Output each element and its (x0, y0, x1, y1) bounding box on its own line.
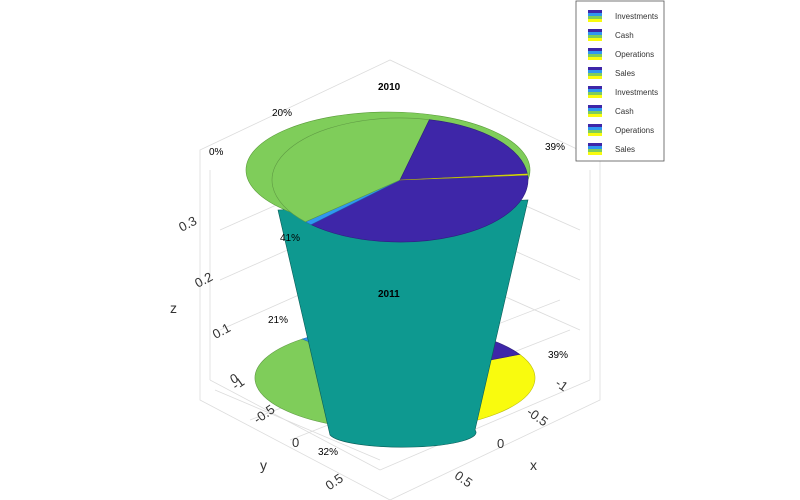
pie-slice-investments (399, 119, 528, 181)
legend-swatch (588, 54, 602, 57)
legend-swatch (588, 13, 602, 16)
legend-swatch (588, 130, 602, 133)
legend-label: Cash (615, 107, 634, 116)
cylinder-wall (277, 199, 529, 448)
legend-item[interactable]: Investments (588, 10, 658, 22)
legend-swatch (588, 143, 602, 146)
legend-swatch (588, 114, 602, 117)
legend-swatch (588, 76, 602, 79)
legend-swatch (588, 48, 602, 51)
legend-swatch (588, 16, 602, 19)
legend-item[interactable]: Sales (588, 143, 635, 155)
legend-swatch (588, 124, 602, 127)
legend-swatch (588, 108, 602, 111)
legend-item[interactable]: Cash (588, 29, 634, 41)
legend-swatch (588, 86, 602, 89)
legend: Investments Cash Operations Sales Investment… (575, 0, 665, 162)
legend-label: Investments (615, 88, 658, 97)
y-tick-label: -0.5 (251, 402, 278, 427)
z-tick-label: 0.2 (192, 269, 215, 291)
legend-box (575, 0, 665, 162)
legend-swatch (588, 51, 602, 54)
legend-swatch (588, 133, 602, 136)
legend-swatch (588, 67, 602, 70)
legend-swatch (588, 146, 602, 149)
z-tick-label: 0.1 (210, 320, 233, 342)
z-axis: 0.3 0.2 0.1 0 z (170, 213, 241, 387)
legend-item[interactable]: Operations (588, 48, 654, 60)
pie-slice-cash (399, 173, 528, 181)
legend-label: Operations (615, 126, 654, 135)
legend-swatch (588, 127, 602, 130)
legend-swatch (588, 95, 602, 98)
x-tick-label: 0.5 (452, 468, 475, 491)
pct-label-2011-sales: 39% (548, 350, 568, 361)
z-tick-label: 0.3 (176, 213, 199, 235)
y-axis-label: y (260, 457, 267, 473)
legend-item[interactable]: Cash (588, 105, 634, 117)
legend-swatch (588, 111, 602, 114)
y-tick-label: 0.5 (322, 470, 345, 493)
legend-label: Sales (615, 69, 635, 78)
legend-label: Investments (615, 12, 658, 21)
pct-label-2010-cash: 0% (209, 147, 224, 158)
pct-label-2010-sales: 39% (545, 142, 565, 153)
chart-title-2010: 2010 (378, 82, 401, 93)
legend-swatch (588, 57, 602, 60)
pie-2010 (245, 111, 531, 448)
pct-label-2011-operations: 21% (268, 315, 288, 326)
legend-item[interactable]: Investments (588, 86, 658, 98)
pct-label-2010-investments: 20% (272, 108, 292, 119)
legend-swatch (588, 73, 602, 76)
z-axis-label: z (170, 300, 177, 316)
pct-label-2011-investments: 32% (318, 447, 338, 458)
chart-title-2011: 2011 (378, 289, 400, 300)
legend-swatch (588, 10, 602, 13)
legend-swatch (588, 105, 602, 108)
x-tick-label: -1 (553, 375, 571, 394)
x-tick-label: 0 (497, 436, 504, 451)
legend-label: Operations (615, 50, 654, 59)
legend-label: Sales (615, 145, 635, 154)
legend-item[interactable]: Operations (588, 124, 654, 136)
x-axis-label: x (530, 457, 537, 473)
legend-swatch (588, 38, 602, 41)
pct-label-2010-operations: 41% (280, 233, 300, 244)
legend-swatch (588, 152, 602, 155)
legend-item[interactable]: Sales (588, 67, 635, 79)
legend-swatch (588, 32, 602, 35)
pie-slice-sales (310, 174, 529, 243)
legend-swatch (588, 29, 602, 32)
legend-swatch (588, 89, 602, 92)
legend-swatch (588, 149, 602, 152)
y-tick-label: 0 (292, 435, 299, 450)
pie-slice-operations (271, 117, 430, 223)
legend-swatch (588, 19, 602, 22)
legend-label: Cash (615, 31, 634, 40)
legend-swatch (588, 70, 602, 73)
legend-swatch (588, 35, 602, 38)
legend-swatch (588, 92, 602, 95)
